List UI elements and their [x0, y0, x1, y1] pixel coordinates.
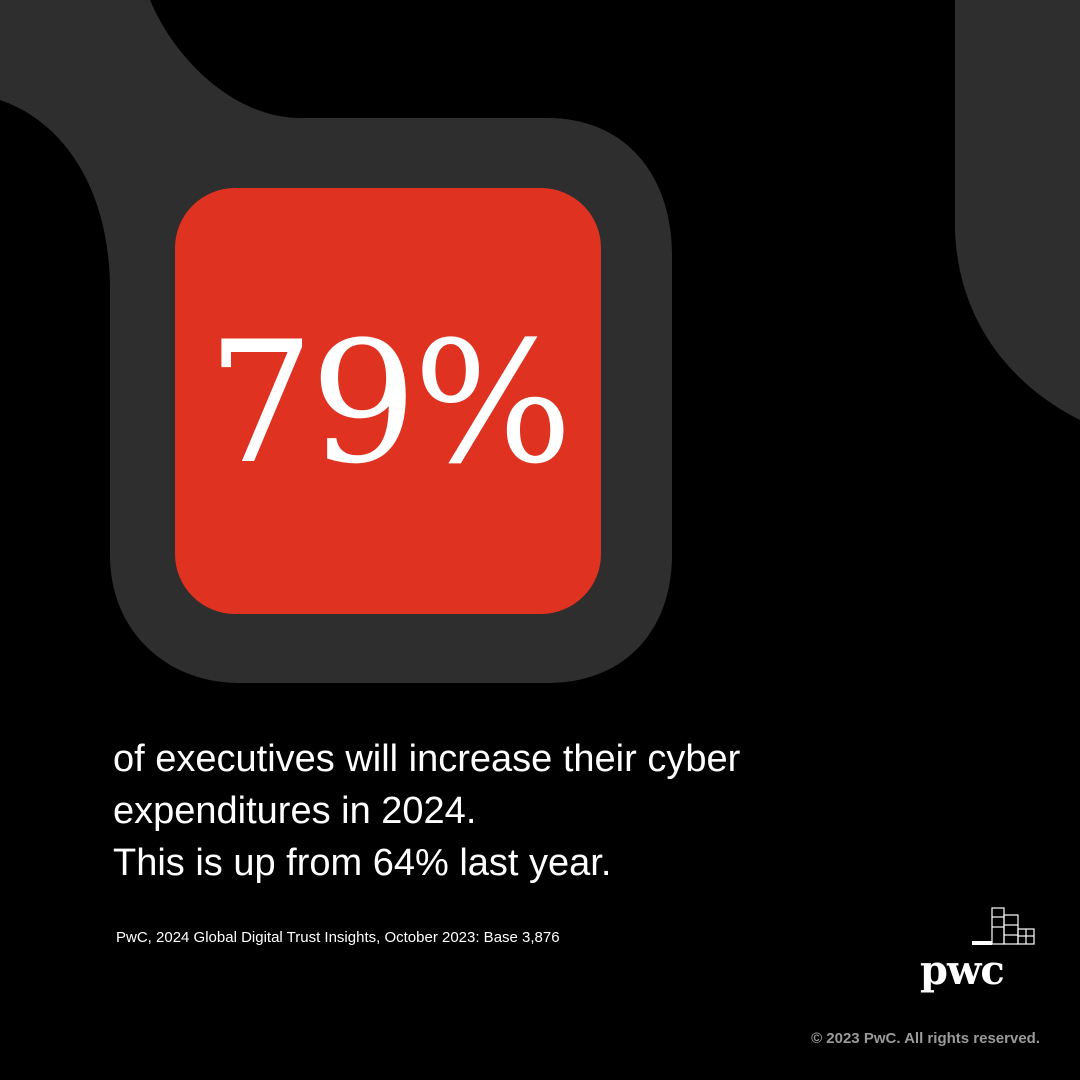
source-citation: PwC, 2024 Global Digital Trust Insights,… — [116, 929, 560, 946]
headline-line-1: of executives will increase their cyber — [113, 738, 741, 780]
headline-line-2: expenditures in 2024. — [113, 790, 477, 832]
stat-box: 79% — [175, 188, 601, 614]
pwc-logo-mark-icon — [972, 907, 1035, 945]
pwc-logo: pwc — [918, 905, 1038, 1000]
dark-corner-shape — [955, 0, 1080, 420]
stat-value: 79% — [207, 305, 572, 501]
copyright-notice: © 2023 PwC. All rights reserved. — [811, 1030, 1040, 1047]
headline: of executives will increase their cyber … — [113, 733, 913, 889]
pwc-wordmark: pwc — [920, 947, 1005, 994]
headline-line-3: This is up from 64% last year. — [113, 842, 612, 884]
